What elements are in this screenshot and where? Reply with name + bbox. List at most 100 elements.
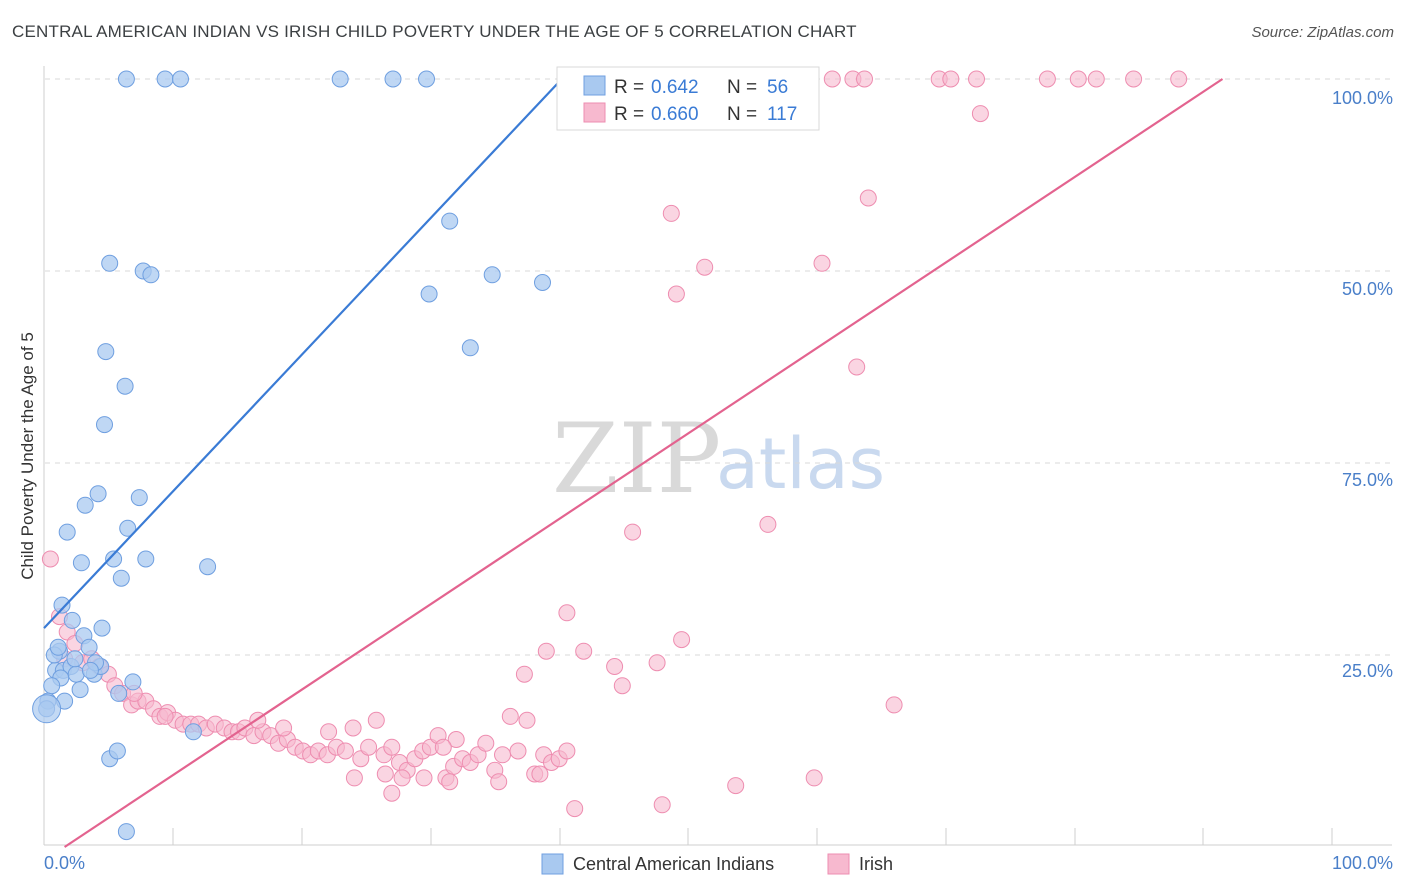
central-american-indians-point-10 [461, 339, 479, 357]
central-american-indians-point-17 [89, 485, 107, 503]
irish-point-30 [515, 665, 533, 683]
central-american-indians-point-23 [105, 550, 123, 568]
central-american-indians-point-3 [331, 70, 349, 88]
irish-point-8 [942, 70, 960, 88]
irish-point-91 [501, 707, 519, 725]
legend-n-value-pink: 117 [767, 104, 797, 125]
irish-point-4 [823, 70, 841, 88]
legend-n-label-blue: N = [727, 77, 757, 98]
central-american-indians-point-26 [112, 569, 130, 587]
irish-point-73 [360, 738, 378, 756]
bottom-legend-swatch-blue [541, 853, 564, 875]
central-american-indians-point-22 [72, 554, 90, 572]
legend-n-label-pink: N = [727, 104, 757, 125]
irish-point-74 [367, 711, 385, 729]
irish-point-33 [41, 550, 59, 568]
irish-point-12 [1087, 70, 1105, 88]
central-american-indians-point-36 [67, 665, 85, 683]
irish-point-29 [648, 654, 666, 672]
irish-point-90 [494, 746, 511, 764]
central-american-indians-point-42 [71, 681, 89, 699]
central-american-indians-point-24 [137, 550, 155, 568]
central-american-indians-point-27 [53, 596, 71, 614]
legend-r-value-blue: 0.642 [651, 77, 699, 98]
irish-point-18 [696, 258, 714, 276]
irish-point-88 [477, 734, 495, 752]
irish-point-32 [885, 696, 903, 714]
irish-point-93 [518, 711, 536, 729]
series-legend: Central American Indians Irish [541, 853, 893, 875]
central-american-indians-point-0 [117, 70, 135, 88]
irish-point-92 [509, 742, 527, 760]
central-american-indians-point-21 [119, 519, 137, 537]
irish-point-107 [490, 773, 508, 791]
central-american-indians-point-16 [96, 416, 113, 434]
watermark: ZIP atlas [552, 403, 885, 515]
central-american-indians-point-4 [384, 70, 402, 88]
watermark-atlas: atlas [716, 423, 885, 505]
irish-point-111 [805, 769, 823, 787]
irish-point-21 [848, 358, 866, 376]
irish-point-103 [383, 784, 401, 802]
central-american-indians-point-47 [184, 723, 202, 741]
irish-point-14 [1170, 70, 1188, 88]
bottom-legend-label-pink: Irish [859, 854, 893, 874]
central-american-indians-trendline [43, 78, 563, 629]
irish-point-24 [558, 604, 576, 622]
central-american-indians-point-43 [110, 684, 128, 702]
irish-point-104 [393, 769, 411, 787]
bottom-legend-swatch-pink [827, 853, 850, 875]
irish-point-99 [566, 800, 584, 818]
irish-point-105 [415, 769, 433, 787]
legend-swatch-blue [583, 75, 606, 96]
irish-point-11 [1069, 70, 1087, 88]
central-american-indians-point-54 [66, 650, 84, 668]
irish-point-6 [856, 70, 873, 88]
irish-point-9 [1038, 70, 1056, 88]
central-american-indians-point-49 [108, 742, 126, 760]
central-american-indians-point-40 [124, 673, 142, 691]
trendlines [43, 78, 1224, 848]
y-tick-label-75: 50.0% [1342, 279, 1393, 299]
bottom-legend-label-blue: Central American Indians [573, 854, 774, 874]
irish-point-100 [447, 731, 465, 748]
y-tick-label-100: 100.0% [1332, 88, 1393, 108]
irish-point-106 [441, 773, 459, 791]
central-american-indians-point-1 [156, 70, 174, 88]
irish-point-13 [1125, 70, 1143, 88]
y-axis-title: Child Poverty Under the Age of 5 [18, 332, 37, 580]
legend-swatch-pink [583, 102, 606, 123]
irish-point-76 [383, 738, 401, 756]
y-tick-label-50: 75.0% [1342, 470, 1393, 490]
irish-point-25 [673, 631, 691, 649]
irish-point-28 [606, 658, 624, 675]
y-tick-label-25: 25.0% [1342, 661, 1393, 681]
central-american-indians-point-20 [58, 523, 76, 541]
central-american-indians-point-2 [172, 70, 189, 88]
irish-point-10 [968, 70, 985, 88]
watermark-zip: ZIP [552, 403, 721, 515]
irish-point-102 [376, 765, 394, 783]
central-american-indians-point-52 [81, 661, 99, 679]
stats-legend: R = 0.642 N = 56 R = 0.660 N = 117 [556, 66, 820, 131]
irish-point-22 [759, 515, 777, 533]
legend-r-value-pink: 0.660 [651, 104, 699, 125]
irish-point-101 [345, 769, 363, 787]
irish-point-115 [320, 723, 338, 741]
chart-title: CENTRAL AMERICAN INDIAN VS IRISH CHILD P… [12, 22, 857, 41]
central-american-indians-point-18 [130, 489, 148, 507]
central-american-indians-point-13 [142, 266, 160, 284]
irish-trendline [63, 78, 1224, 848]
irish-point-110 [727, 777, 745, 795]
irish-point-112 [156, 707, 174, 725]
central-american-indians-point-11 [101, 254, 119, 272]
irish-point-16 [859, 189, 877, 207]
central-american-indians-point-15 [116, 377, 134, 395]
central-american-indians-point-9 [420, 285, 438, 303]
central-american-indians-point-50 [117, 823, 135, 841]
central-american-indians-point-6 [441, 212, 459, 230]
irish-point-23 [624, 523, 642, 541]
legend-n-value-blue: 56 [767, 77, 788, 98]
central-american-indians-point-31 [80, 638, 98, 656]
x-tick-label-max: 100.0% [1332, 853, 1393, 873]
